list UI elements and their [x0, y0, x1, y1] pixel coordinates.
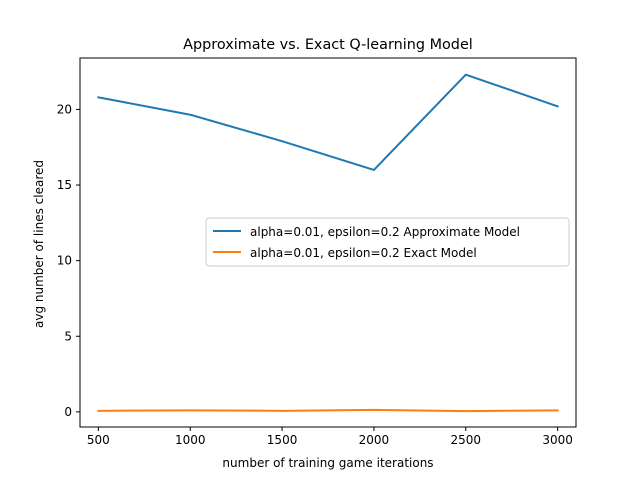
series-line-exact — [97, 408, 559, 413]
x-tick-label: 2000 — [359, 433, 390, 447]
legend-label-exact: alpha=0.01, epsilon=0.2 Exact Model — [250, 246, 477, 260]
chart-title: Approximate vs. Exact Q-learning Model — [183, 37, 473, 53]
legend-box — [205, 217, 570, 267]
y-axis-ticks: 0 5 10 15 20 — [57, 102, 80, 419]
y-axis-label: avg number of lines cleared — [32, 160, 46, 328]
legend: alpha=0.01, epsilon=0.2 Approximate Mode… — [205, 217, 570, 267]
x-axis-ticks: 500 1000 1500 2000 2500 3000 — [87, 427, 573, 447]
legend-label-approximate: alpha=0.01, epsilon=0.2 Approximate Mode… — [250, 225, 520, 239]
y-tick-label: 5 — [64, 329, 72, 343]
y-tick-label: 20 — [57, 102, 72, 116]
x-tick-label: 2500 — [451, 433, 482, 447]
y-tick-label: 15 — [57, 178, 72, 192]
series-line-approximate — [97, 73, 559, 171]
x-axis-label: number of training game iterations — [222, 456, 433, 470]
x-tick-label: 1500 — [267, 433, 298, 447]
x-tick-label: 3000 — [542, 433, 573, 447]
x-tick-label: 1000 — [175, 433, 206, 447]
series-lines — [97, 73, 559, 413]
plot-area-frame — [79, 57, 577, 428]
y-tick-label: 0 — [64, 405, 72, 419]
y-tick-label: 10 — [57, 254, 72, 268]
x-tick-label: 500 — [87, 433, 110, 447]
